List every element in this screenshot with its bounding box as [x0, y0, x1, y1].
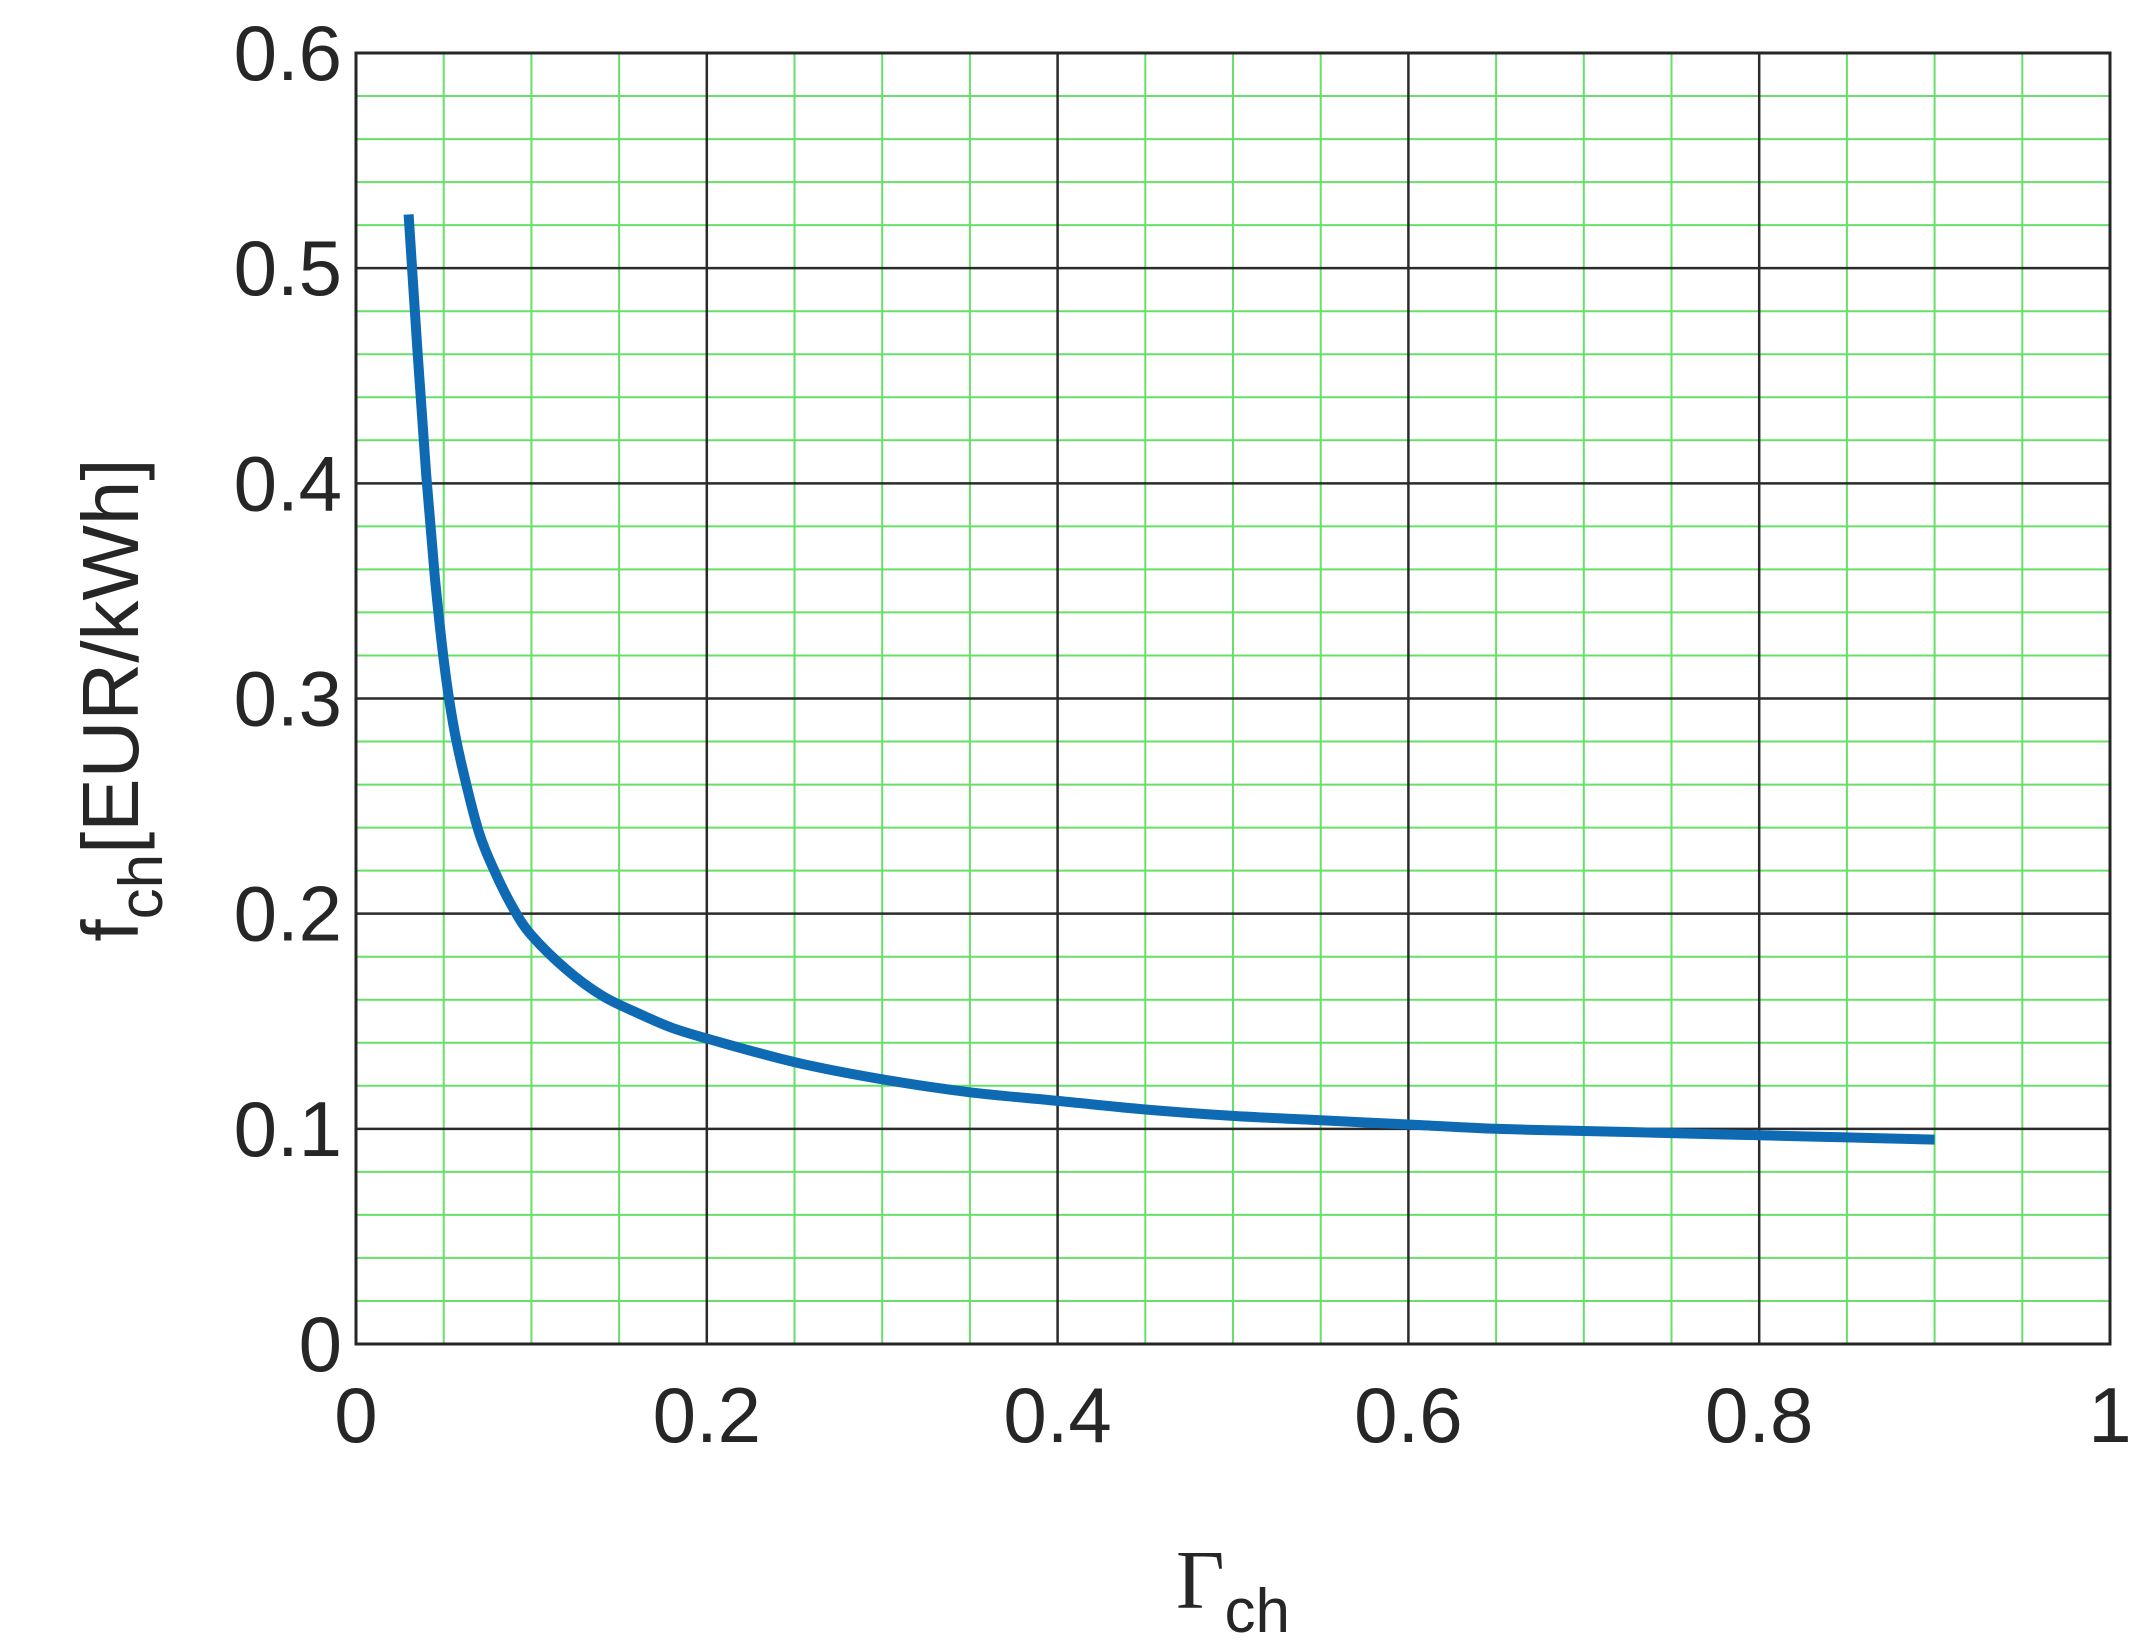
x-tick-label: 0 [334, 1371, 377, 1459]
y-tick-label: 0.6 [234, 9, 342, 97]
y-tick-label: 0.2 [234, 870, 342, 958]
series-layer [403, 214, 1935, 1145]
y-axis-label-unit: [EUR/kWh] [66, 458, 155, 854]
y-tick-label: 0.1 [234, 1085, 342, 1173]
y-tick-label: 0 [299, 1300, 342, 1388]
y-tick-label: 0.4 [234, 439, 342, 527]
major-grid [356, 53, 2110, 1344]
x-axis-label: Γch [1176, 1534, 1290, 1646]
y-tick-labels: 0 0.1 0.2 0.3 0.4 0.5 0.6 [234, 9, 342, 1388]
y-tick-label: 0.3 [234, 655, 342, 743]
x-tick-label: 1 [2088, 1371, 2131, 1459]
series-line [403, 214, 1935, 1145]
y-tick-label: 0.5 [234, 224, 342, 312]
y-axis-label-symbol: f [66, 919, 155, 942]
x-tick-label: 0.2 [653, 1371, 761, 1459]
y-axis-label: fch[EUR/kWh] [66, 458, 176, 941]
plot-frame [354, 51, 2112, 1346]
x-tick-label: 0.6 [1354, 1371, 1462, 1459]
x-axis-label-subscript: ch [1225, 1577, 1290, 1646]
x-tick-labels: 0 0.2 0.4 0.6 0.8 1 [334, 1371, 2131, 1459]
y-axis-label-subscript: ch [107, 854, 176, 919]
x-tick-label: 0.8 [1705, 1371, 1813, 1459]
x-axis-label-symbol: Γ [1176, 1534, 1225, 1627]
x-tick-label: 0.4 [1003, 1371, 1111, 1459]
